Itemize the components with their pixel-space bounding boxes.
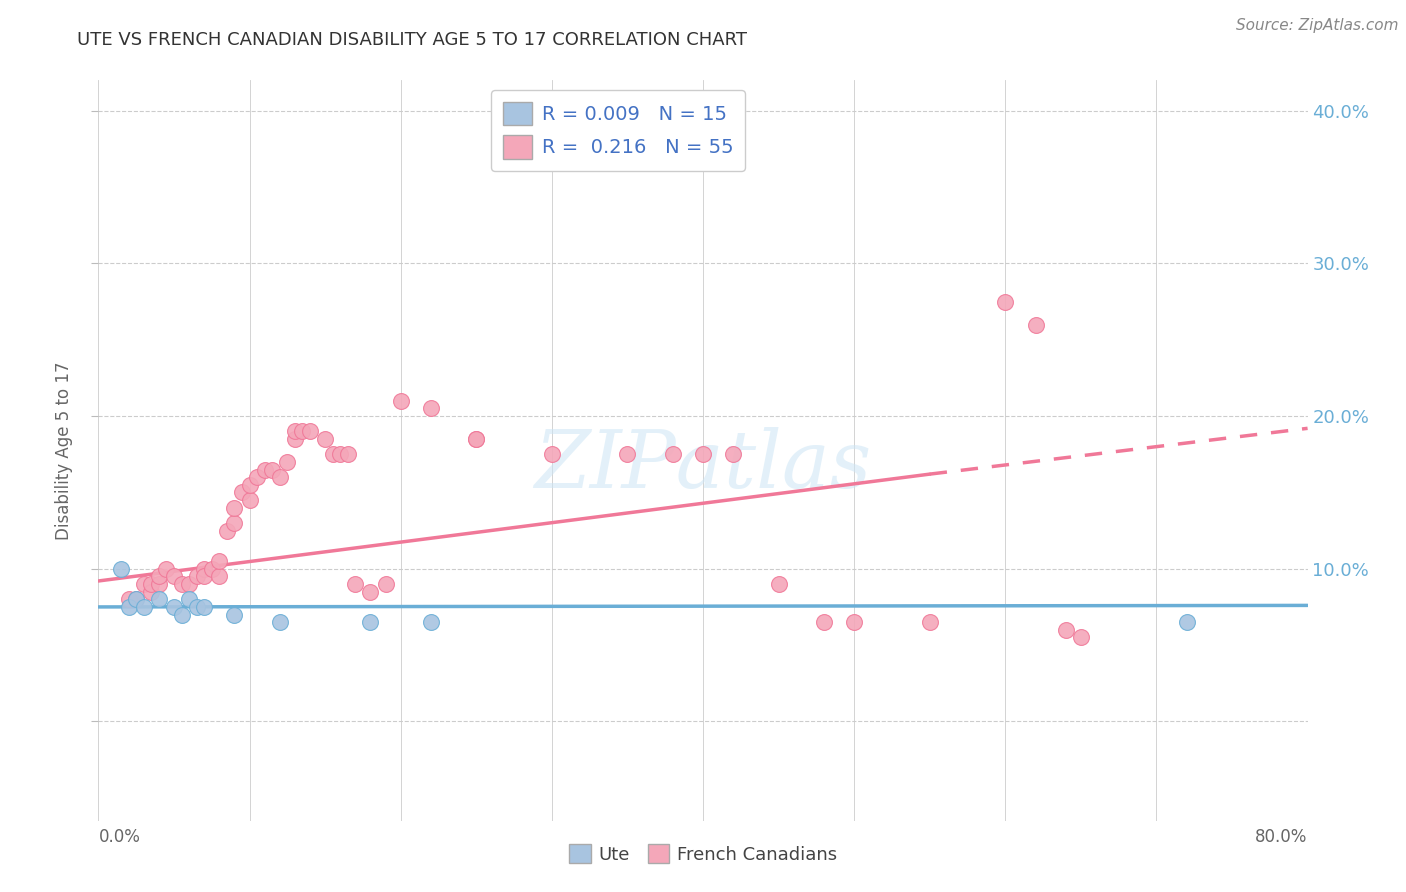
Point bbox=[768, 577, 790, 591]
Point bbox=[163, 569, 186, 583]
Point bbox=[110, 562, 132, 576]
Point bbox=[132, 599, 155, 614]
Text: Source: ZipAtlas.com: Source: ZipAtlas.com bbox=[1236, 18, 1399, 33]
Point bbox=[125, 592, 148, 607]
Point bbox=[1054, 623, 1077, 637]
Point bbox=[262, 462, 284, 476]
Point bbox=[170, 607, 193, 622]
Point bbox=[284, 432, 307, 446]
Point bbox=[692, 447, 714, 461]
Point bbox=[540, 447, 562, 461]
Point bbox=[465, 432, 488, 446]
Point bbox=[813, 615, 835, 630]
Point bbox=[148, 592, 170, 607]
Point bbox=[918, 615, 941, 630]
Legend: Ute, French Canadians: Ute, French Canadians bbox=[562, 837, 844, 871]
Point bbox=[125, 592, 148, 607]
Point bbox=[374, 577, 396, 591]
Point bbox=[118, 599, 141, 614]
Point bbox=[1024, 318, 1046, 332]
Point bbox=[253, 462, 276, 476]
Point bbox=[329, 447, 352, 461]
Point bbox=[1175, 615, 1198, 630]
Text: UTE VS FRENCH CANADIAN DISABILITY AGE 5 TO 17 CORRELATION CHART: UTE VS FRENCH CANADIAN DISABILITY AGE 5 … bbox=[77, 31, 748, 49]
Text: 0.0%: 0.0% bbox=[98, 829, 141, 847]
Point bbox=[170, 577, 193, 591]
Point bbox=[141, 584, 163, 599]
Point bbox=[231, 485, 253, 500]
Point bbox=[269, 615, 291, 630]
Point bbox=[344, 577, 367, 591]
Point bbox=[239, 478, 262, 492]
Point bbox=[193, 569, 215, 583]
Text: ZIP​atlas: ZIP​atlas bbox=[534, 426, 872, 504]
Point bbox=[179, 577, 201, 591]
Point bbox=[314, 432, 336, 446]
Y-axis label: Disability Age 5 to 17: Disability Age 5 to 17 bbox=[55, 361, 73, 540]
Point bbox=[322, 447, 344, 461]
Point bbox=[360, 615, 382, 630]
Point bbox=[155, 562, 177, 576]
Point bbox=[616, 447, 638, 461]
Point bbox=[186, 569, 208, 583]
Point bbox=[269, 470, 291, 484]
Point bbox=[291, 425, 314, 439]
Point bbox=[132, 577, 155, 591]
Point bbox=[186, 599, 208, 614]
Point bbox=[148, 569, 170, 583]
Point bbox=[208, 569, 231, 583]
Point bbox=[661, 447, 683, 461]
Point bbox=[336, 447, 359, 461]
Point bbox=[148, 577, 170, 591]
Point bbox=[224, 607, 246, 622]
Point bbox=[141, 577, 163, 591]
Point bbox=[224, 500, 246, 515]
Point bbox=[723, 447, 745, 461]
Point bbox=[284, 425, 307, 439]
Point bbox=[994, 294, 1017, 309]
Point bbox=[224, 516, 246, 530]
Point bbox=[201, 562, 224, 576]
Point bbox=[420, 401, 443, 416]
Point bbox=[299, 425, 322, 439]
Point bbox=[193, 562, 215, 576]
Point bbox=[118, 592, 141, 607]
Point bbox=[246, 470, 269, 484]
Point bbox=[276, 455, 298, 469]
Point bbox=[1070, 631, 1092, 645]
Point bbox=[465, 432, 488, 446]
Point bbox=[844, 615, 866, 630]
Point bbox=[208, 554, 231, 568]
Point bbox=[163, 599, 186, 614]
Point bbox=[239, 493, 262, 508]
Point bbox=[193, 599, 215, 614]
Point bbox=[179, 592, 201, 607]
Point bbox=[360, 584, 382, 599]
Point bbox=[420, 615, 443, 630]
Point bbox=[389, 393, 412, 408]
Point bbox=[215, 524, 238, 538]
Text: 80.0%: 80.0% bbox=[1256, 829, 1308, 847]
